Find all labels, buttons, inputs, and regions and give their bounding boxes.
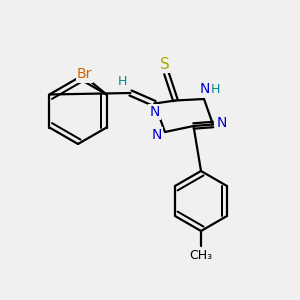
Text: H: H <box>117 75 127 88</box>
Text: S: S <box>160 57 170 72</box>
Text: H: H <box>211 83 220 96</box>
Text: CH₃: CH₃ <box>189 249 213 262</box>
Text: Br: Br <box>77 68 92 81</box>
Text: N: N <box>149 105 160 119</box>
Text: N: N <box>152 128 162 142</box>
Text: N: N <box>216 116 226 130</box>
Text: N: N <box>200 82 210 96</box>
